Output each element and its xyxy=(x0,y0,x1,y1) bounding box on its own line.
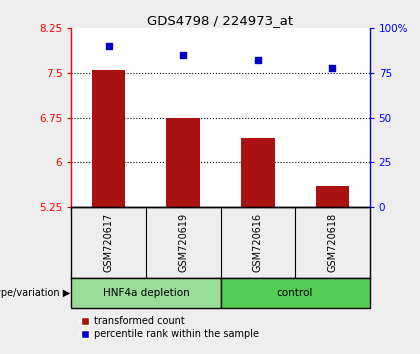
Title: GDS4798 / 224973_at: GDS4798 / 224973_at xyxy=(147,14,294,27)
Bar xyxy=(241,138,275,207)
Bar xyxy=(166,118,200,207)
Point xyxy=(255,58,261,63)
Text: genotype/variation ▶: genotype/variation ▶ xyxy=(0,288,70,298)
Point xyxy=(180,52,186,58)
Text: GSM720619: GSM720619 xyxy=(178,213,188,272)
Bar xyxy=(315,186,349,207)
Text: control: control xyxy=(277,288,313,298)
Bar xyxy=(220,279,370,308)
Point xyxy=(105,43,112,49)
Legend: transformed count, percentile rank within the sample: transformed count, percentile rank withi… xyxy=(76,312,262,343)
Text: HNF4a depletion: HNF4a depletion xyxy=(102,288,189,298)
Bar xyxy=(71,279,220,308)
Bar xyxy=(92,70,126,207)
Text: GSM720617: GSM720617 xyxy=(104,213,114,272)
Text: GSM720616: GSM720616 xyxy=(253,213,263,272)
Text: GSM720618: GSM720618 xyxy=(327,213,337,272)
Point xyxy=(329,65,336,70)
